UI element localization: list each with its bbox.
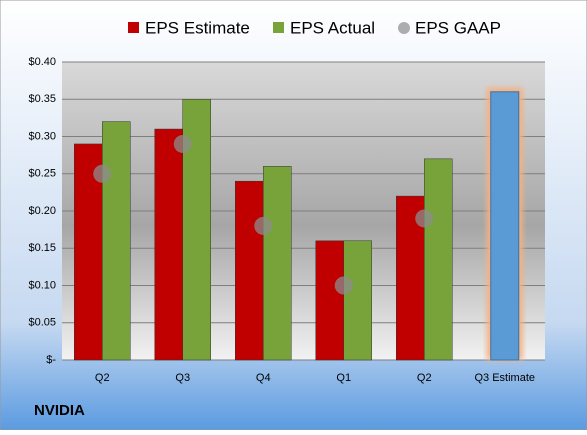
y-tick-label: $0.25 bbox=[28, 168, 56, 180]
x-tick-label: Q3 bbox=[175, 372, 190, 384]
legend-swatch bbox=[273, 22, 284, 33]
y-tick-label: $0.05 bbox=[28, 317, 56, 329]
bar bbox=[154, 128, 183, 361]
footer: NVIDIA bbox=[34, 402, 85, 419]
y-tick-label: $0.35 bbox=[28, 93, 56, 105]
x-tick-label: Q3 Estimate bbox=[474, 372, 535, 384]
y-tick-label: $0.30 bbox=[28, 130, 56, 142]
bar bbox=[343, 240, 372, 361]
bar bbox=[315, 240, 344, 361]
legend-label: EPS Actual bbox=[290, 18, 375, 37]
legend-swatch bbox=[128, 22, 139, 33]
gaap-marker bbox=[334, 276, 353, 295]
y-tick-label: $0.15 bbox=[28, 242, 56, 254]
y-tick-label: $0.10 bbox=[28, 279, 56, 291]
legend-swatch bbox=[398, 22, 410, 34]
gaap-marker bbox=[173, 134, 192, 153]
y-tick-label: $- bbox=[46, 354, 56, 366]
gaap-marker bbox=[415, 209, 434, 228]
bar bbox=[235, 180, 264, 361]
bar bbox=[102, 121, 131, 361]
y-tick-label: $0.20 bbox=[28, 205, 56, 217]
x-tick-label: Q2 bbox=[95, 372, 110, 384]
x-tick-label: Q1 bbox=[336, 372, 351, 384]
legend-label: EPS Estimate bbox=[145, 18, 250, 37]
y-tick-label: $0.40 bbox=[28, 56, 56, 68]
bar bbox=[490, 91, 520, 361]
gaap-marker bbox=[254, 216, 273, 235]
x-tick-label: Q2 bbox=[417, 372, 432, 384]
bar bbox=[263, 166, 292, 361]
legend-label: EPS GAAP bbox=[415, 18, 501, 37]
x-tick-label: Q4 bbox=[256, 372, 271, 384]
bar bbox=[424, 158, 453, 361]
gaap-marker bbox=[93, 164, 112, 183]
